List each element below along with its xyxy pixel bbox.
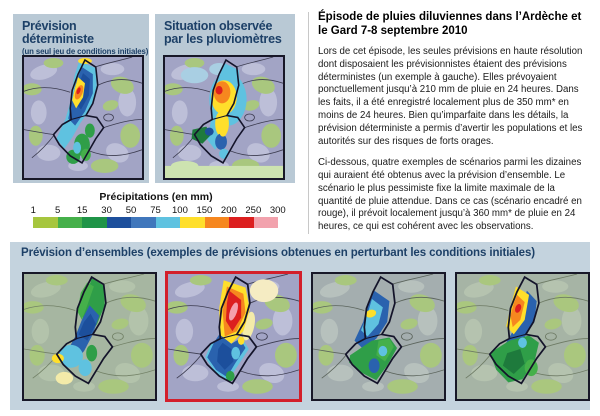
observed-title-line2: par les pluviomètres xyxy=(164,32,282,47)
legend-title: Précipitations (en mm) xyxy=(99,191,213,203)
legend-tick: 50 xyxy=(125,205,137,216)
legend-color-segment xyxy=(155,217,180,228)
legend-tick: 200 xyxy=(220,205,237,216)
legend-color-segment xyxy=(57,217,82,228)
ensemble-map-4 xyxy=(454,272,590,401)
legend-tick: 30 xyxy=(101,205,112,216)
ensemble-map-3-svg xyxy=(310,273,445,400)
deterministic-map-svg xyxy=(24,57,142,178)
vertical-divider xyxy=(308,12,309,234)
ensemble-map-2-svg xyxy=(165,273,300,400)
observed-map xyxy=(163,55,285,180)
legend-tick: 150 xyxy=(196,205,213,216)
legend-color-segment xyxy=(229,217,254,228)
ensemble-map-3 xyxy=(310,272,446,401)
legend-colorbar xyxy=(33,217,278,228)
legend-tick: 250 xyxy=(245,205,262,216)
legend-tick: 300 xyxy=(269,205,286,216)
legend-tick: 15 xyxy=(76,205,88,216)
legend-ticks: 1 5 15 30 50 75 100 150 200 250 300 xyxy=(21,205,290,216)
article: Épisode de pluies diluviennes dans l’Ard… xyxy=(318,10,592,273)
legend-color-segment xyxy=(82,217,107,228)
ensemble-map-2-pessimistic xyxy=(165,271,302,402)
legend-color-segment xyxy=(131,217,156,228)
deterministic-panel-subtitle: (un seul jeu de conditions initiales) xyxy=(22,47,149,57)
legend-color-segment xyxy=(180,217,205,228)
observed-title-line1: Situation observée xyxy=(164,19,273,33)
article-paragraph-1: Lors de cet épisode, les seules prévisio… xyxy=(318,45,583,147)
deterministic-map xyxy=(22,55,144,180)
legend-color-segment xyxy=(204,217,229,228)
article-paragraph-2: Ci-dessous, quatre exemples de scénarios… xyxy=(318,156,582,233)
observed-map-svg xyxy=(165,57,283,178)
legend-color-segment xyxy=(253,217,278,228)
legend-color-segment xyxy=(33,217,58,228)
observed-panel-title: Situation observée par les pluviomètres xyxy=(155,14,295,46)
article-title: Épisode de pluies diluviennes dans l’Ard… xyxy=(318,11,582,38)
precipitation-legend: Précipitations (en mm) 1 5 15 30 50 75 1… xyxy=(21,191,291,228)
legend-tick: 1 xyxy=(30,205,36,216)
deterministic-panel-title: Prévision déterministe xyxy=(22,19,94,47)
legend-tick: 100 xyxy=(172,205,188,216)
ensemble-map-1 xyxy=(21,272,157,401)
ensemble-map-4-svg xyxy=(454,273,589,400)
legend-color-segment xyxy=(106,217,131,228)
legend-tick: 5 xyxy=(55,205,61,216)
ensemble-map-1-svg xyxy=(21,273,156,400)
ensemble-banner-title: Prévision d’ensembles (exemples de prévi… xyxy=(21,247,535,259)
legend-tick: 75 xyxy=(150,205,161,216)
